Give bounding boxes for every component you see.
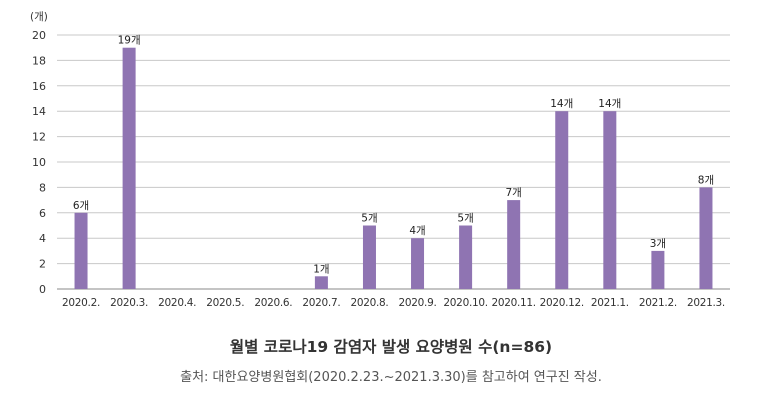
- data-label: 1개: [313, 263, 329, 275]
- bar: [411, 238, 425, 289]
- gridlines: [57, 34, 730, 290]
- x-tick-label: 2020.11.: [491, 297, 535, 309]
- chart-title: 월별 코로나19 감염자 발생 요양병원 수(n=86): [229, 338, 553, 356]
- data-label: 14개: [550, 98, 573, 110]
- y-tick-label: 10: [32, 156, 46, 169]
- x-tick-label: 2020.8.: [350, 297, 388, 309]
- bars: [74, 47, 713, 290]
- bar: [555, 111, 569, 289]
- x-tick-label: 2021.1.: [591, 297, 629, 309]
- x-tick-label: 2020.12.: [540, 297, 584, 309]
- data-label: 5개: [361, 213, 377, 225]
- y-tick-label: 2: [39, 258, 46, 271]
- y-tick-label: 0: [39, 283, 46, 296]
- x-tick-label: 2020.9.: [399, 297, 437, 309]
- bar: [362, 225, 376, 289]
- x-tick-label: 2020.7.: [302, 297, 340, 309]
- x-tick-label: 2021.2.: [639, 297, 677, 309]
- x-tick-label: 2021.3.: [687, 297, 725, 309]
- bar: [459, 225, 473, 289]
- x-tick-label: 2020.6.: [254, 297, 292, 309]
- y-tick-label: 4: [39, 232, 46, 245]
- y-tick-label: 20: [32, 29, 46, 42]
- bar: [651, 250, 665, 289]
- x-tick-label: 2020.4.: [158, 297, 196, 309]
- y-tick-label: 18: [32, 54, 46, 67]
- data-label: 5개: [457, 213, 473, 225]
- y-tick-label: 14: [32, 105, 46, 118]
- data-label: 14개: [598, 98, 621, 110]
- x-axis-ticks: 2020.2. 2020.3. 2020.4. 2020.5. 2020.6. 2020.…: [62, 297, 725, 309]
- bar: [507, 200, 521, 289]
- y-axis-ticks: 0 2 4 6 8 10 12 14 16 18 20: [32, 29, 46, 296]
- data-label: 19개: [118, 35, 141, 47]
- data-label: 4개: [409, 225, 425, 237]
- x-tick-label: 2020.3.: [110, 297, 148, 309]
- data-labels: 6개 19개 1개 5개 4개 5개 7개 14개 14개 3개 8개: [73, 35, 714, 276]
- bar-chart: (개) 0 2 4 6 8 10 12 14 16 18 20 6개 19개 1개 5개 4개 5개 7개 14개…: [30, 11, 730, 309]
- y-tick-label: 6: [39, 207, 46, 220]
- data-label: 6개: [73, 200, 89, 212]
- bar: [603, 111, 617, 289]
- bar: [314, 276, 328, 289]
- data-label: 8개: [698, 174, 714, 186]
- data-label: 7개: [506, 187, 522, 199]
- x-tick-label: 2020.2.: [62, 297, 100, 309]
- x-tick-label: 2020.5.: [206, 297, 244, 309]
- y-axis-unit-label: (개): [30, 11, 48, 23]
- bar: [122, 47, 136, 290]
- bar: [699, 187, 713, 289]
- bar: [74, 212, 88, 289]
- x-tick-label: 2020.10.: [443, 297, 487, 309]
- y-tick-label: 8: [39, 181, 46, 194]
- y-tick-label: 16: [32, 80, 46, 93]
- chart-source: 출처: 대한요양병원협회(2020.2.23.~2021.3.30)를 참고하여…: [180, 370, 602, 385]
- y-tick-label: 12: [32, 131, 46, 144]
- data-label: 3개: [650, 238, 666, 250]
